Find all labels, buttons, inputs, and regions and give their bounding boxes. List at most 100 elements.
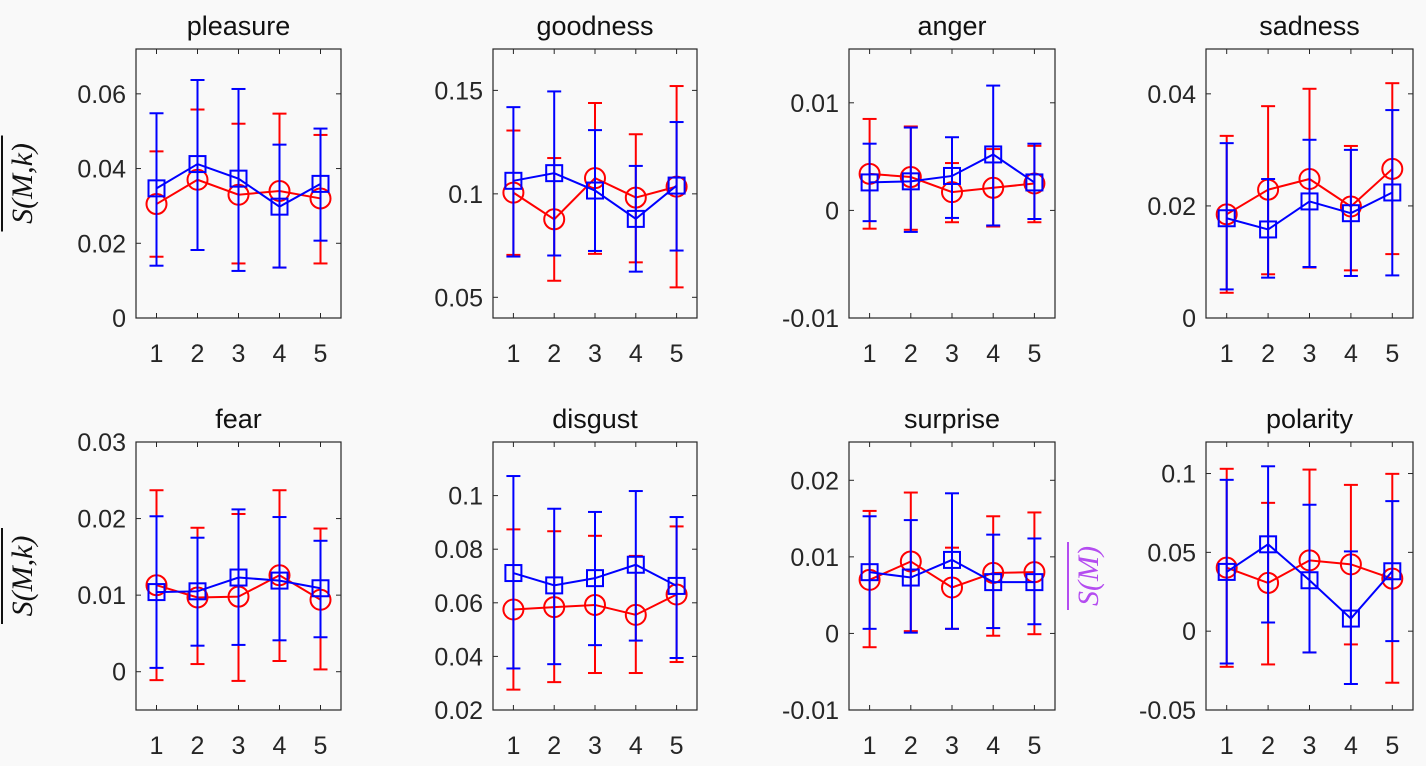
panel-pleasure: 1 2 3 4 5 0 0.02 0.04 0.06 pleasure S(M,k) bbox=[1, 11, 342, 368]
y-tick-label: 0.1 bbox=[448, 483, 483, 511]
panel-anger: 1 2 3 4 5 -0.01 0 0.01 anger bbox=[782, 11, 1056, 368]
data-point-square bbox=[229, 169, 248, 188]
series-blue-square bbox=[504, 90, 686, 273]
data-point-square bbox=[311, 174, 330, 193]
y-tick-label: 0.06 bbox=[77, 81, 126, 109]
y-tick-label: 0.1 bbox=[448, 181, 483, 209]
x-tick-label: 1 bbox=[150, 340, 164, 368]
data-point-square bbox=[667, 576, 686, 595]
data-point-square bbox=[1025, 573, 1044, 592]
x-tick-label: 2 bbox=[1261, 340, 1275, 368]
data-point-square bbox=[943, 550, 961, 569]
data-point-square bbox=[1217, 562, 1236, 581]
data-point-square bbox=[1259, 535, 1278, 554]
y-tick-label: 0.03 bbox=[77, 429, 126, 457]
y-tick-label: 0 bbox=[112, 305, 126, 333]
x-tick-label: 1 bbox=[506, 732, 520, 760]
x-tick-label: 3 bbox=[945, 732, 959, 760]
data-point-square bbox=[545, 164, 564, 183]
panel-title: polarity bbox=[1266, 404, 1354, 434]
series-line bbox=[869, 153, 1035, 184]
y-tick-label: 0.01 bbox=[77, 582, 126, 610]
x-tick-label: 2 bbox=[904, 732, 918, 760]
x-tick-label: 4 bbox=[273, 732, 287, 760]
y-tick-label: 0.04 bbox=[77, 156, 126, 184]
y-axis-label: S(M) bbox=[1067, 542, 1105, 610]
y-tick-label: 0.02 bbox=[434, 697, 483, 725]
x-tick-label: 1 bbox=[1220, 732, 1234, 760]
y-tick-label: 0.05 bbox=[1147, 539, 1196, 567]
panel-title: anger bbox=[917, 11, 986, 41]
y-tick-label: 0 bbox=[1182, 618, 1196, 646]
series-line bbox=[156, 576, 321, 594]
data-point-square bbox=[270, 197, 289, 216]
data-point-square bbox=[943, 166, 961, 185]
x-tick-label: 2 bbox=[547, 340, 561, 368]
data-point-square bbox=[626, 555, 645, 574]
y-axis-label-text: S(M,k) bbox=[6, 536, 39, 617]
x-tick-label: 5 bbox=[1027, 340, 1041, 368]
y-tick-label: -0.01 bbox=[782, 697, 839, 725]
x-tick-label: 4 bbox=[273, 340, 287, 368]
data-point-square bbox=[1025, 173, 1044, 192]
x-tick-label: 2 bbox=[191, 732, 205, 760]
panel-title: goodness bbox=[536, 11, 653, 41]
y-tick-label: 0.06 bbox=[434, 590, 483, 618]
y-tick-label: -0.01 bbox=[782, 305, 839, 333]
series-line bbox=[513, 563, 678, 587]
data-point-square bbox=[1217, 209, 1236, 228]
data-point-square bbox=[860, 563, 879, 582]
data-point-square bbox=[626, 209, 645, 228]
y-tick-label: 0 bbox=[825, 620, 839, 648]
x-tick-label: 4 bbox=[1344, 340, 1358, 368]
x-tick-label: 2 bbox=[1261, 732, 1275, 760]
data-point-square bbox=[1341, 204, 1360, 223]
y-axis-label-text: S(M,k) bbox=[6, 143, 39, 224]
data-point-square bbox=[860, 173, 879, 192]
series-line bbox=[1226, 191, 1393, 231]
y-tick-label: 0.02 bbox=[1147, 193, 1196, 221]
data-point-square bbox=[504, 564, 523, 583]
x-tick-label: 5 bbox=[670, 732, 684, 760]
x-tick-label: 4 bbox=[629, 732, 643, 760]
x-tick-label: 3 bbox=[1303, 732, 1317, 760]
y-tick-label: 0.01 bbox=[790, 90, 839, 118]
x-tick-label: 5 bbox=[314, 340, 328, 368]
y-axis-label: S(M,k) bbox=[1, 135, 39, 232]
data-point-square bbox=[984, 573, 1003, 592]
data-point-square bbox=[901, 568, 920, 587]
x-tick-label: 3 bbox=[945, 340, 959, 368]
x-tick-label: 5 bbox=[1027, 732, 1041, 760]
y-tick-label: 0.15 bbox=[434, 77, 483, 105]
series-line bbox=[1226, 543, 1394, 620]
data-point-square bbox=[1300, 192, 1319, 211]
series-line bbox=[869, 558, 1035, 584]
series-blue-square bbox=[504, 475, 686, 670]
x-tick-label: 2 bbox=[191, 340, 205, 368]
y-tick-label: 0.02 bbox=[77, 230, 126, 258]
y-axis-label-text: S(M) bbox=[1072, 546, 1105, 606]
data-point-square bbox=[667, 176, 686, 195]
x-tick-label: 1 bbox=[150, 732, 164, 760]
series-blue-square bbox=[860, 492, 1044, 634]
data-point-square bbox=[311, 579, 330, 598]
panel-disgust: 1 2 3 4 5 0.02 0.04 0.06 0.08 0.1 disgust bbox=[434, 404, 698, 760]
x-tick-label: 4 bbox=[1344, 732, 1358, 760]
series-line bbox=[155, 162, 321, 208]
panel-fear: 1 2 3 4 5 0 0.01 0.02 0.03 fear S(M,k) bbox=[1, 404, 342, 760]
y-tick-label: 0.02 bbox=[77, 506, 126, 534]
x-tick-label: 3 bbox=[588, 732, 602, 760]
series-blue-square bbox=[860, 84, 1044, 233]
series-blue-square bbox=[147, 79, 330, 272]
panel-polarity: 1 2 3 4 5 -0.05 0 0.05 0.1 polarity S(M) bbox=[1067, 404, 1414, 760]
data-point-square bbox=[1300, 571, 1319, 590]
data-point-square bbox=[147, 179, 166, 198]
y-tick-label: 0 bbox=[112, 659, 126, 687]
y-tick-label: 0 bbox=[1182, 305, 1196, 333]
x-tick-label: 1 bbox=[863, 732, 877, 760]
x-tick-label: 3 bbox=[1303, 340, 1317, 368]
panel-title: sadness bbox=[1259, 11, 1360, 41]
data-point-square bbox=[1341, 609, 1360, 628]
y-tick-label: 0.01 bbox=[790, 544, 839, 572]
